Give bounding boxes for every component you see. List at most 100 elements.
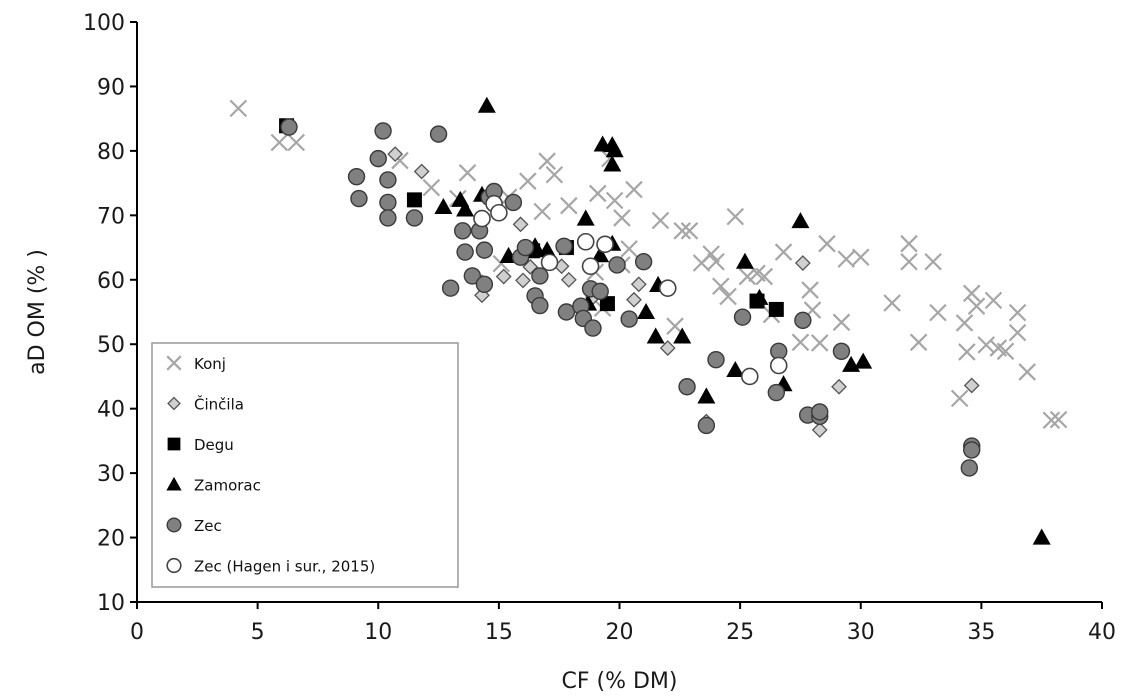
data-point — [453, 222, 472, 240]
data-point — [625, 180, 643, 199]
data-point — [955, 314, 974, 332]
data-point — [646, 327, 665, 344]
data-point — [603, 155, 622, 172]
data-point — [613, 209, 631, 227]
data-point — [673, 222, 692, 240]
data-point — [697, 416, 716, 435]
data-point — [374, 122, 392, 140]
data-point — [531, 296, 549, 315]
data-point — [456, 243, 474, 261]
data-point — [735, 252, 754, 269]
data-point — [719, 287, 737, 306]
data-point — [413, 163, 430, 180]
data-point — [557, 303, 576, 321]
data-point — [801, 281, 819, 299]
data-point — [605, 141, 624, 158]
data-point — [924, 252, 942, 271]
data-point — [456, 200, 475, 217]
x-tick-label: 35 — [967, 620, 995, 645]
data-point — [576, 209, 595, 226]
legend-box — [151, 342, 459, 588]
data-point — [794, 311, 812, 330]
data-point — [791, 212, 810, 229]
data-point — [837, 250, 856, 268]
data-point — [769, 356, 788, 375]
data-point — [516, 238, 535, 257]
data-point — [560, 196, 578, 215]
legend-label: Zec — [194, 517, 222, 535]
data-point — [475, 275, 494, 293]
data-point — [545, 165, 564, 184]
x-tick-label: 30 — [847, 620, 875, 645]
data-point — [811, 422, 828, 438]
x-tick-label: 20 — [606, 620, 634, 645]
data-point — [533, 202, 552, 221]
legend-item: Zamorac — [166, 477, 261, 495]
data-point — [740, 367, 759, 386]
data-point — [697, 387, 716, 404]
series-4 — [280, 118, 981, 477]
x-axis-title: CF (% DM) — [562, 669, 678, 694]
data-point — [531, 267, 549, 285]
data-point — [591, 246, 610, 263]
y-tick-label: 20 — [97, 527, 125, 552]
data-point — [767, 383, 786, 402]
data-point — [950, 389, 969, 408]
data-point — [750, 288, 769, 305]
data-point — [538, 152, 556, 170]
data-point — [540, 253, 559, 272]
data-point — [406, 192, 422, 208]
y-tick-label: 60 — [97, 269, 125, 294]
y-tick-label: 10 — [97, 591, 125, 616]
legend-item: Zec — [166, 517, 222, 535]
y-tick-label: 30 — [97, 462, 125, 487]
legend-marker — [166, 517, 182, 533]
data-point — [768, 301, 784, 317]
data-point — [967, 297, 986, 315]
x-tick-label: 25 — [726, 620, 754, 645]
data-point — [1018, 363, 1036, 381]
data-point — [960, 459, 979, 477]
legend-label: Zamorac — [194, 477, 261, 495]
data-point — [280, 118, 298, 136]
x-tick-label: 10 — [364, 620, 392, 645]
data-point — [504, 193, 523, 212]
data-point — [596, 235, 614, 254]
y-tick-label: 50 — [97, 333, 125, 358]
data-point — [270, 133, 289, 152]
data-point — [977, 336, 995, 354]
data-point — [637, 303, 656, 320]
data-point — [379, 209, 397, 227]
data-point — [434, 197, 453, 214]
data-point — [626, 291, 642, 308]
data-point — [658, 279, 677, 297]
data-point — [963, 377, 980, 394]
data-point — [832, 313, 851, 332]
data-point — [490, 203, 508, 222]
data-point — [794, 255, 811, 271]
legend-label: Činčila — [194, 395, 244, 414]
data-point — [591, 282, 609, 301]
data-point — [900, 234, 918, 253]
data-point — [576, 232, 595, 251]
data-point — [229, 99, 248, 118]
data-point — [347, 167, 366, 186]
data-point — [755, 267, 774, 286]
axes: 10 20 30 40 50 60 70 80 90 100 0 5 10 15 20 25 30 35 40 CF … — [25, 11, 1116, 694]
data-point — [984, 291, 1003, 310]
data-point — [477, 96, 496, 113]
legend-item: Degu — [167, 436, 234, 454]
data-point — [350, 189, 368, 208]
y-axis-title: aD OM (% ) — [25, 249, 50, 375]
data-point — [963, 441, 981, 459]
data-point — [512, 216, 529, 233]
data-point — [1008, 323, 1027, 342]
data-point — [851, 248, 870, 266]
data-point — [1032, 528, 1051, 545]
data-point — [441, 279, 460, 297]
data-point — [581, 257, 600, 276]
data-point — [287, 133, 306, 152]
data-point — [811, 403, 829, 421]
series-0 — [229, 99, 1068, 430]
